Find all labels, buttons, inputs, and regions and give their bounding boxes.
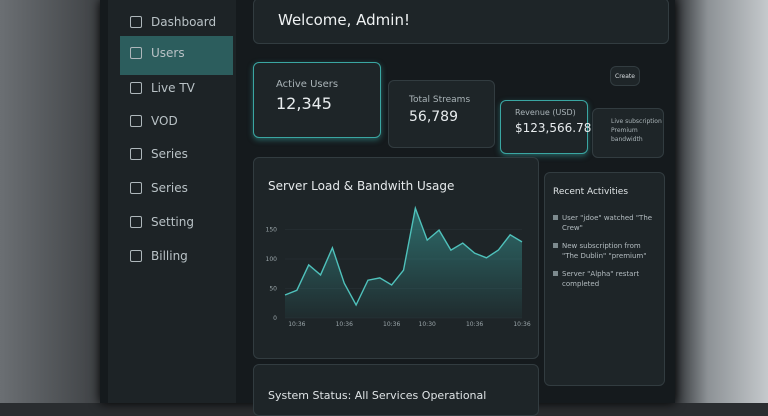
stat-label: Total Streams xyxy=(409,95,471,105)
chart-title: Server Load & Bandwith Usage xyxy=(268,179,454,193)
nav-label[interactable]: VOD xyxy=(151,114,178,128)
stat-card: Total Streams 56,789 xyxy=(388,80,495,148)
y-tick-label: 50 xyxy=(269,286,277,293)
status-card: System Status: All Services Operational xyxy=(253,364,539,416)
nav-label[interactable]: Series xyxy=(151,181,188,195)
stat-label: Active Users xyxy=(276,79,339,90)
nav-item[interactable]: Dashboard xyxy=(130,11,230,33)
stat-value: Premium bandwidth xyxy=(611,127,643,143)
nav-item[interactable]: Series xyxy=(130,177,230,199)
nav-item[interactable]: Live TV xyxy=(130,77,230,99)
activity-item: New subscription from "The Dublin" "prem… xyxy=(553,241,656,261)
nav-label[interactable]: Setting xyxy=(151,215,194,229)
nav-label[interactable]: Dashboard xyxy=(151,15,217,29)
stat-value: 56,789 xyxy=(409,109,458,125)
stat-label: Live subscription xyxy=(611,118,662,125)
x-tick-label: 10:36 xyxy=(336,321,353,328)
header-card: Welcome, Admin! xyxy=(253,0,669,44)
nav-item[interactable]: Series xyxy=(130,143,230,165)
nav-item[interactable]: VOD xyxy=(130,110,230,132)
stat-value: 12,345 xyxy=(276,94,332,113)
activity-card: Recent Activities User "jdoe" watched "T… xyxy=(544,172,665,386)
stat-label: Revenue (USD) xyxy=(515,108,576,117)
y-tick-label: 100 xyxy=(266,256,278,263)
stat-card: Active Users 12,345 xyxy=(253,62,381,138)
nav-item[interactable]: Billing xyxy=(130,245,230,267)
active-nav-highlight xyxy=(120,36,233,75)
activity-item: Server "Alpha" restart completed xyxy=(553,269,656,289)
nav-label[interactable]: Users xyxy=(151,46,185,60)
x-tick-label: 10:36 xyxy=(513,321,530,328)
x-tick-label: 10:36 xyxy=(383,321,400,328)
server-rack xyxy=(668,0,768,403)
chart: Server Load & Bandwith Usage 0 50 100 150 10… xyxy=(266,179,531,328)
nav-label[interactable]: Billing xyxy=(151,249,188,263)
welcome-title: Welcome, Admin! xyxy=(278,11,410,29)
nav-label[interactable]: Live TV xyxy=(151,81,195,95)
stat-card: Revenue (USD) $123,566.78 xyxy=(500,100,592,154)
y-tick-label: 150 xyxy=(266,227,278,234)
stat-card: Live subscription Premium bandwidth xyxy=(592,108,664,158)
header-button[interactable]: Create xyxy=(610,66,640,86)
y-tick-label: 0 xyxy=(273,315,277,322)
x-tick-label: 10:36 xyxy=(288,321,305,328)
area xyxy=(285,208,522,318)
nav-label[interactable]: Series xyxy=(151,147,188,161)
line xyxy=(284,205,523,307)
stat-value: $123,566.78 xyxy=(515,121,592,135)
x-tick-label: 10:30 xyxy=(419,321,436,328)
activity-title: Recent Activities xyxy=(553,187,629,197)
nav-item[interactable]: Users xyxy=(130,42,230,64)
status-text: System Status: All Services Operational xyxy=(268,389,487,402)
wall xyxy=(0,0,110,403)
activity-item: User "jdoe" watched "The Crew" xyxy=(553,213,656,233)
nav-item[interactable]: Setting xyxy=(130,211,230,233)
x-tick-label: 10:36 xyxy=(466,321,483,328)
